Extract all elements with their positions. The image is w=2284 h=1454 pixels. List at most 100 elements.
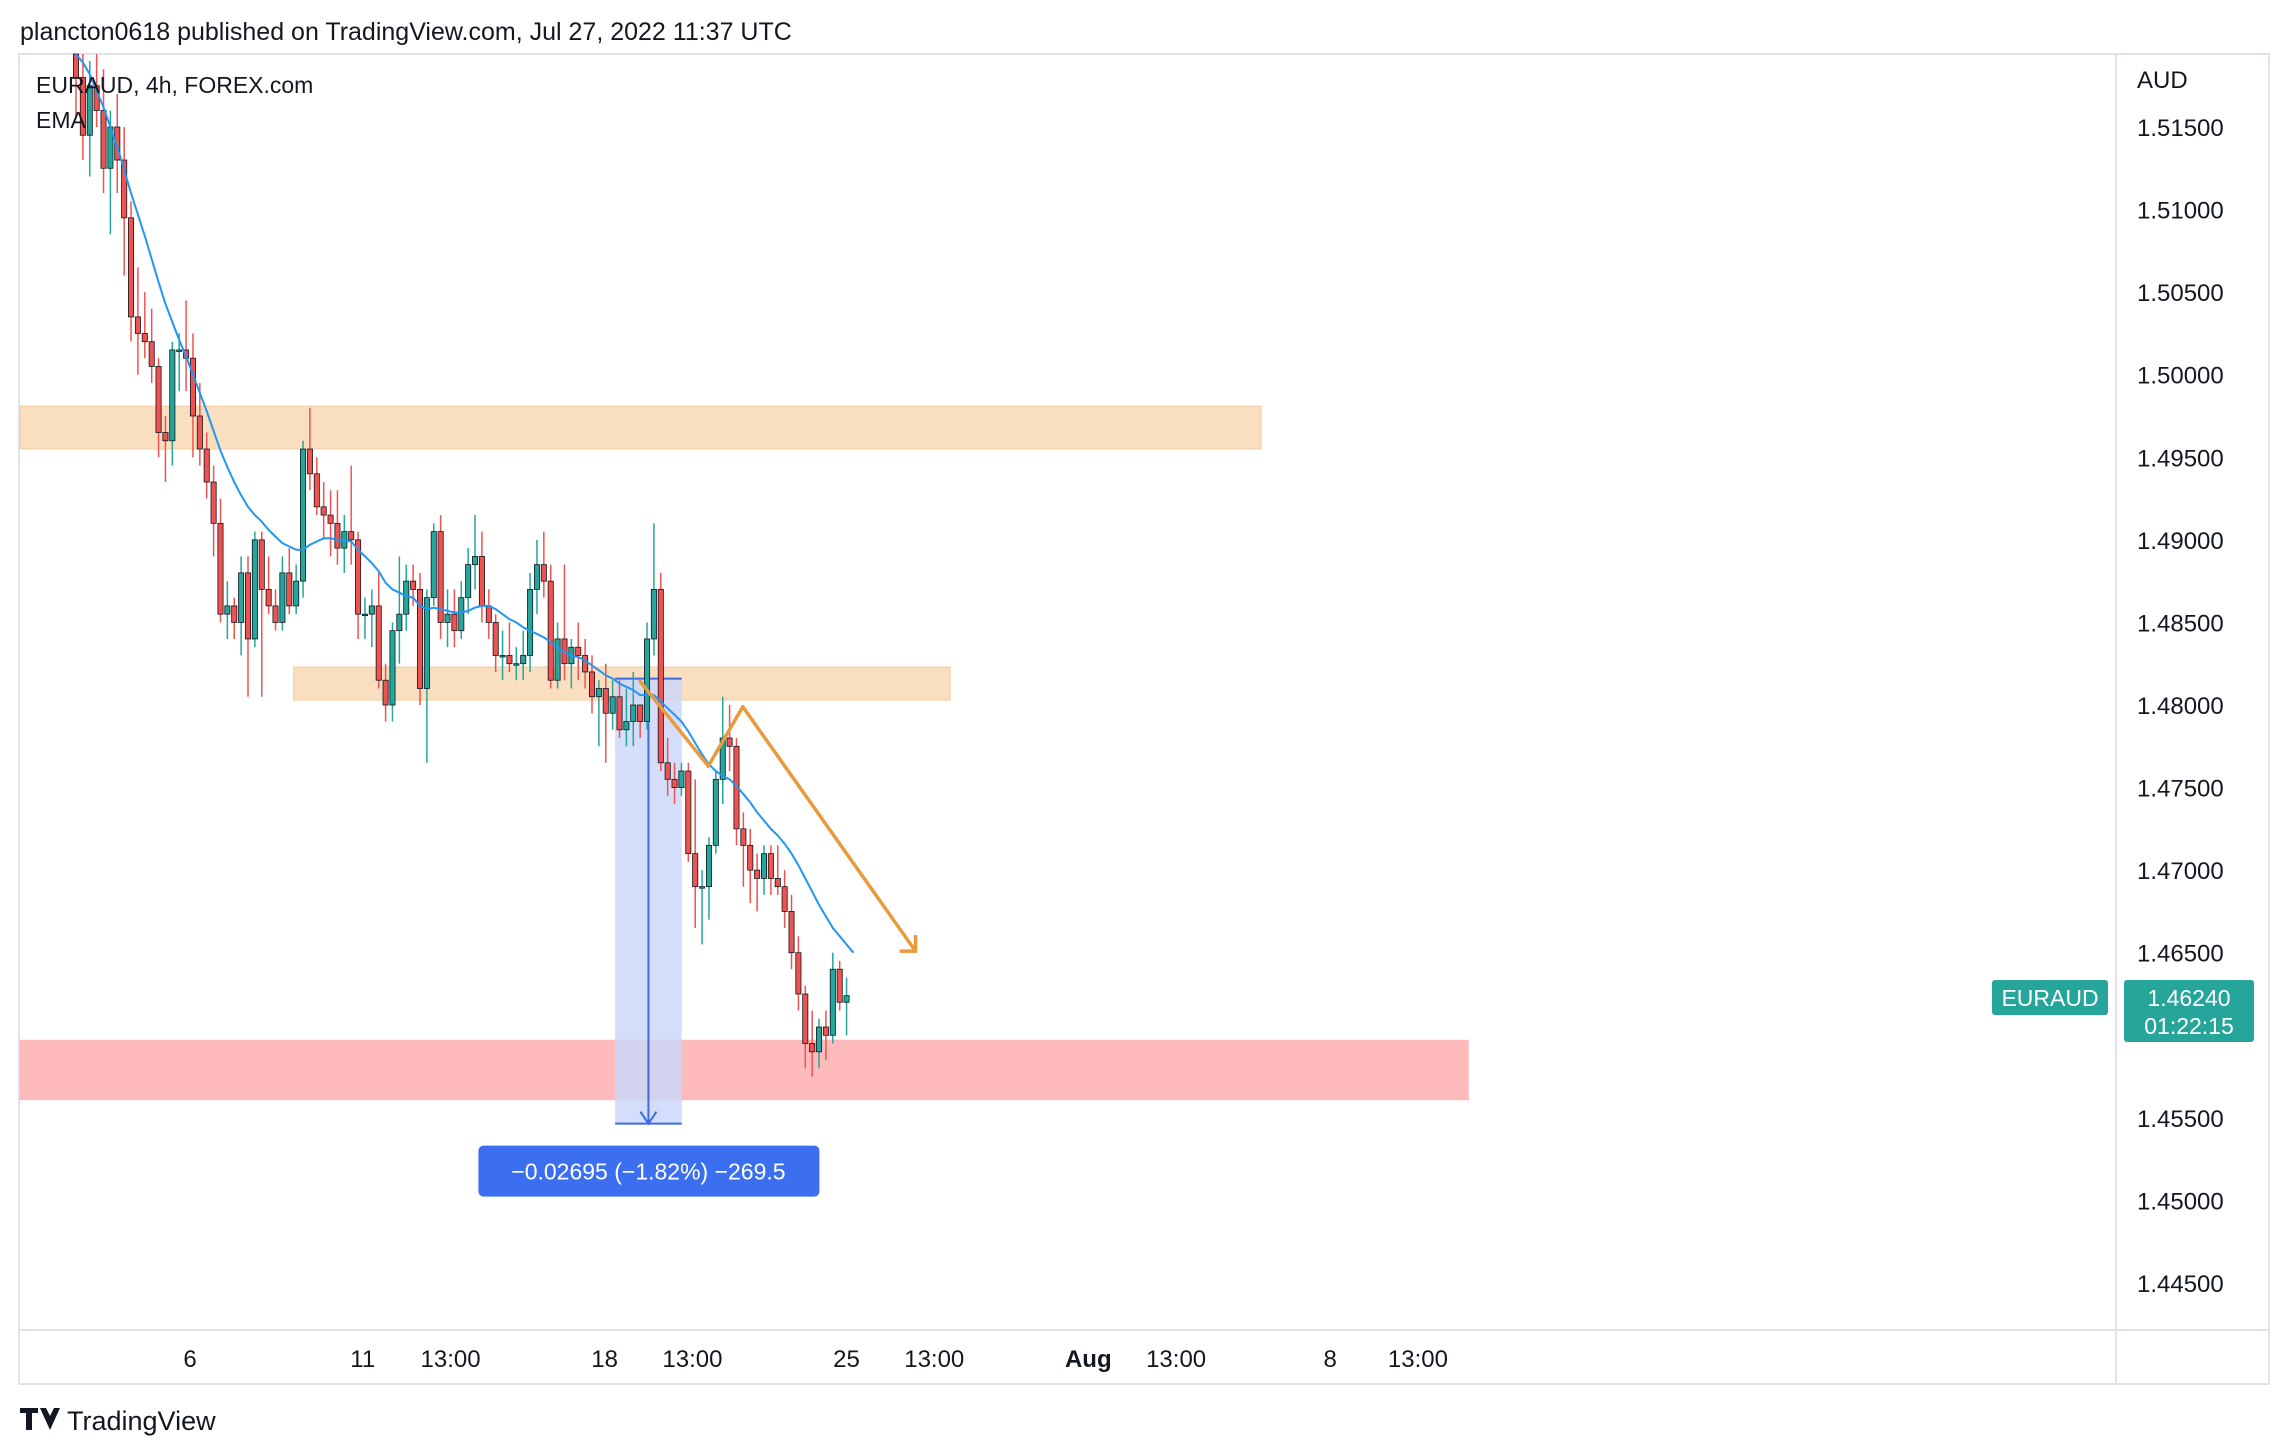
candle-body-4 bbox=[100, 110, 107, 169]
candle-21 bbox=[217, 498, 224, 623]
candle-body-77 bbox=[602, 688, 609, 714]
candle-body-32 bbox=[293, 580, 300, 607]
candle-1 bbox=[79, 54, 86, 161]
countdown-badge: 01:22:15 bbox=[2144, 1013, 2234, 1039]
candle-19 bbox=[203, 432, 210, 499]
candle-body-28 bbox=[265, 589, 272, 607]
candle-body-15 bbox=[176, 349, 183, 352]
candle-body-57 bbox=[465, 564, 472, 599]
candle-body-24 bbox=[238, 572, 245, 623]
candle-body-65 bbox=[520, 655, 527, 665]
price-tick-6: 1.48500 bbox=[2137, 610, 2224, 637]
time-tick-8: 13:00 bbox=[1146, 1346, 1206, 1373]
candle-80 bbox=[623, 688, 630, 747]
candle-69 bbox=[547, 564, 554, 689]
candle-85 bbox=[657, 572, 664, 772]
candle-body-76 bbox=[595, 688, 602, 698]
candle-86 bbox=[664, 738, 671, 796]
candle-body-46 bbox=[389, 630, 396, 706]
candle-body-51 bbox=[423, 597, 430, 689]
candle-11 bbox=[148, 308, 155, 383]
candle-body-23 bbox=[231, 605, 238, 623]
price-tick-5: 1.49000 bbox=[2137, 528, 2224, 555]
price-tick-13: 1.44500 bbox=[2137, 1271, 2224, 1298]
candle-95 bbox=[726, 705, 733, 772]
time-tick-0: 6 bbox=[183, 1346, 196, 1373]
time-tick-4: 13:00 bbox=[662, 1346, 722, 1373]
candle-15 bbox=[176, 333, 183, 392]
candle-body-95 bbox=[726, 737, 733, 747]
candle-52 bbox=[430, 523, 437, 606]
candle-body-9 bbox=[134, 316, 141, 334]
candle-body-91 bbox=[699, 886, 706, 889]
candle-101 bbox=[767, 845, 774, 895]
candle-26 bbox=[251, 531, 258, 648]
price-badge: 1.46240 bbox=[2147, 985, 2230, 1011]
candle-91 bbox=[699, 870, 706, 945]
symbol-legend: EURAUD, 4h, FOREX.com bbox=[36, 72, 313, 98]
candle-83 bbox=[644, 622, 651, 730]
candle-body-99 bbox=[754, 869, 761, 879]
chart-frame bbox=[18, 53, 2270, 1385]
candle-body-55 bbox=[451, 613, 458, 632]
candle-30 bbox=[279, 556, 286, 631]
candle-body-37 bbox=[327, 514, 334, 524]
candle-51 bbox=[423, 589, 430, 763]
price-tick-7: 1.48000 bbox=[2137, 693, 2224, 720]
candle-54 bbox=[444, 589, 451, 648]
candle-body-67 bbox=[533, 564, 540, 590]
candle-70 bbox=[554, 622, 561, 689]
candle-body-13 bbox=[162, 432, 169, 442]
candle-body-62 bbox=[499, 655, 506, 658]
measure-label: −0.02695 (−1.82%) −269.5 bbox=[478, 1145, 820, 1197]
candle-73 bbox=[575, 622, 582, 681]
candle-67 bbox=[533, 539, 540, 615]
candle-body-60 bbox=[485, 605, 492, 623]
time-tick-9: 8 bbox=[1323, 1346, 1336, 1373]
price-tick-2: 1.50500 bbox=[2137, 280, 2224, 307]
last-price-badge: EURAUD 1.46240 01:22:15 bbox=[1992, 980, 2254, 1042]
candle-body-22 bbox=[224, 605, 231, 615]
candle-body-48 bbox=[403, 580, 410, 615]
candle-body-107 bbox=[809, 1043, 816, 1053]
candle-body-74 bbox=[582, 655, 589, 673]
candle-94 bbox=[719, 696, 726, 805]
candle-96 bbox=[733, 738, 740, 846]
candle-48 bbox=[403, 564, 410, 631]
candle-body-18 bbox=[196, 415, 203, 450]
candle-98 bbox=[747, 828, 754, 904]
candle-body-45 bbox=[382, 679, 389, 706]
candle-body-36 bbox=[320, 506, 327, 516]
candle-body-78 bbox=[609, 696, 616, 714]
price-axis-unit: AUD bbox=[2137, 67, 2188, 94]
candle-61 bbox=[492, 614, 499, 672]
candle-body-42 bbox=[361, 613, 368, 617]
candle-body-69 bbox=[547, 580, 554, 681]
candle-20 bbox=[210, 465, 217, 557]
candle-body-17 bbox=[189, 357, 196, 417]
candle-body-50 bbox=[416, 589, 423, 689]
candle-105 bbox=[795, 936, 802, 1011]
candle-body-35 bbox=[313, 473, 320, 508]
candle-body-27 bbox=[258, 539, 265, 590]
candle-59 bbox=[478, 531, 485, 623]
candle-92 bbox=[705, 837, 712, 920]
candle-32 bbox=[293, 564, 300, 615]
candle-111 bbox=[836, 960, 843, 1011]
candle-body-80 bbox=[623, 721, 630, 731]
candle-93 bbox=[712, 771, 719, 854]
measure-label-box bbox=[478, 1145, 820, 1197]
candle-body-7 bbox=[121, 159, 128, 219]
candle-body-75 bbox=[589, 671, 596, 698]
candle-body-90 bbox=[692, 853, 699, 888]
ema-line bbox=[75, 53, 855, 954]
candle-body-59 bbox=[478, 555, 485, 607]
candle-body-88 bbox=[678, 770, 685, 788]
candle-13 bbox=[162, 416, 169, 483]
candle-body-82 bbox=[637, 704, 644, 722]
candle-90 bbox=[692, 779, 699, 928]
candle-body-63 bbox=[506, 655, 513, 665]
candle-body-6 bbox=[114, 126, 121, 161]
candles-layer bbox=[73, 53, 850, 1077]
